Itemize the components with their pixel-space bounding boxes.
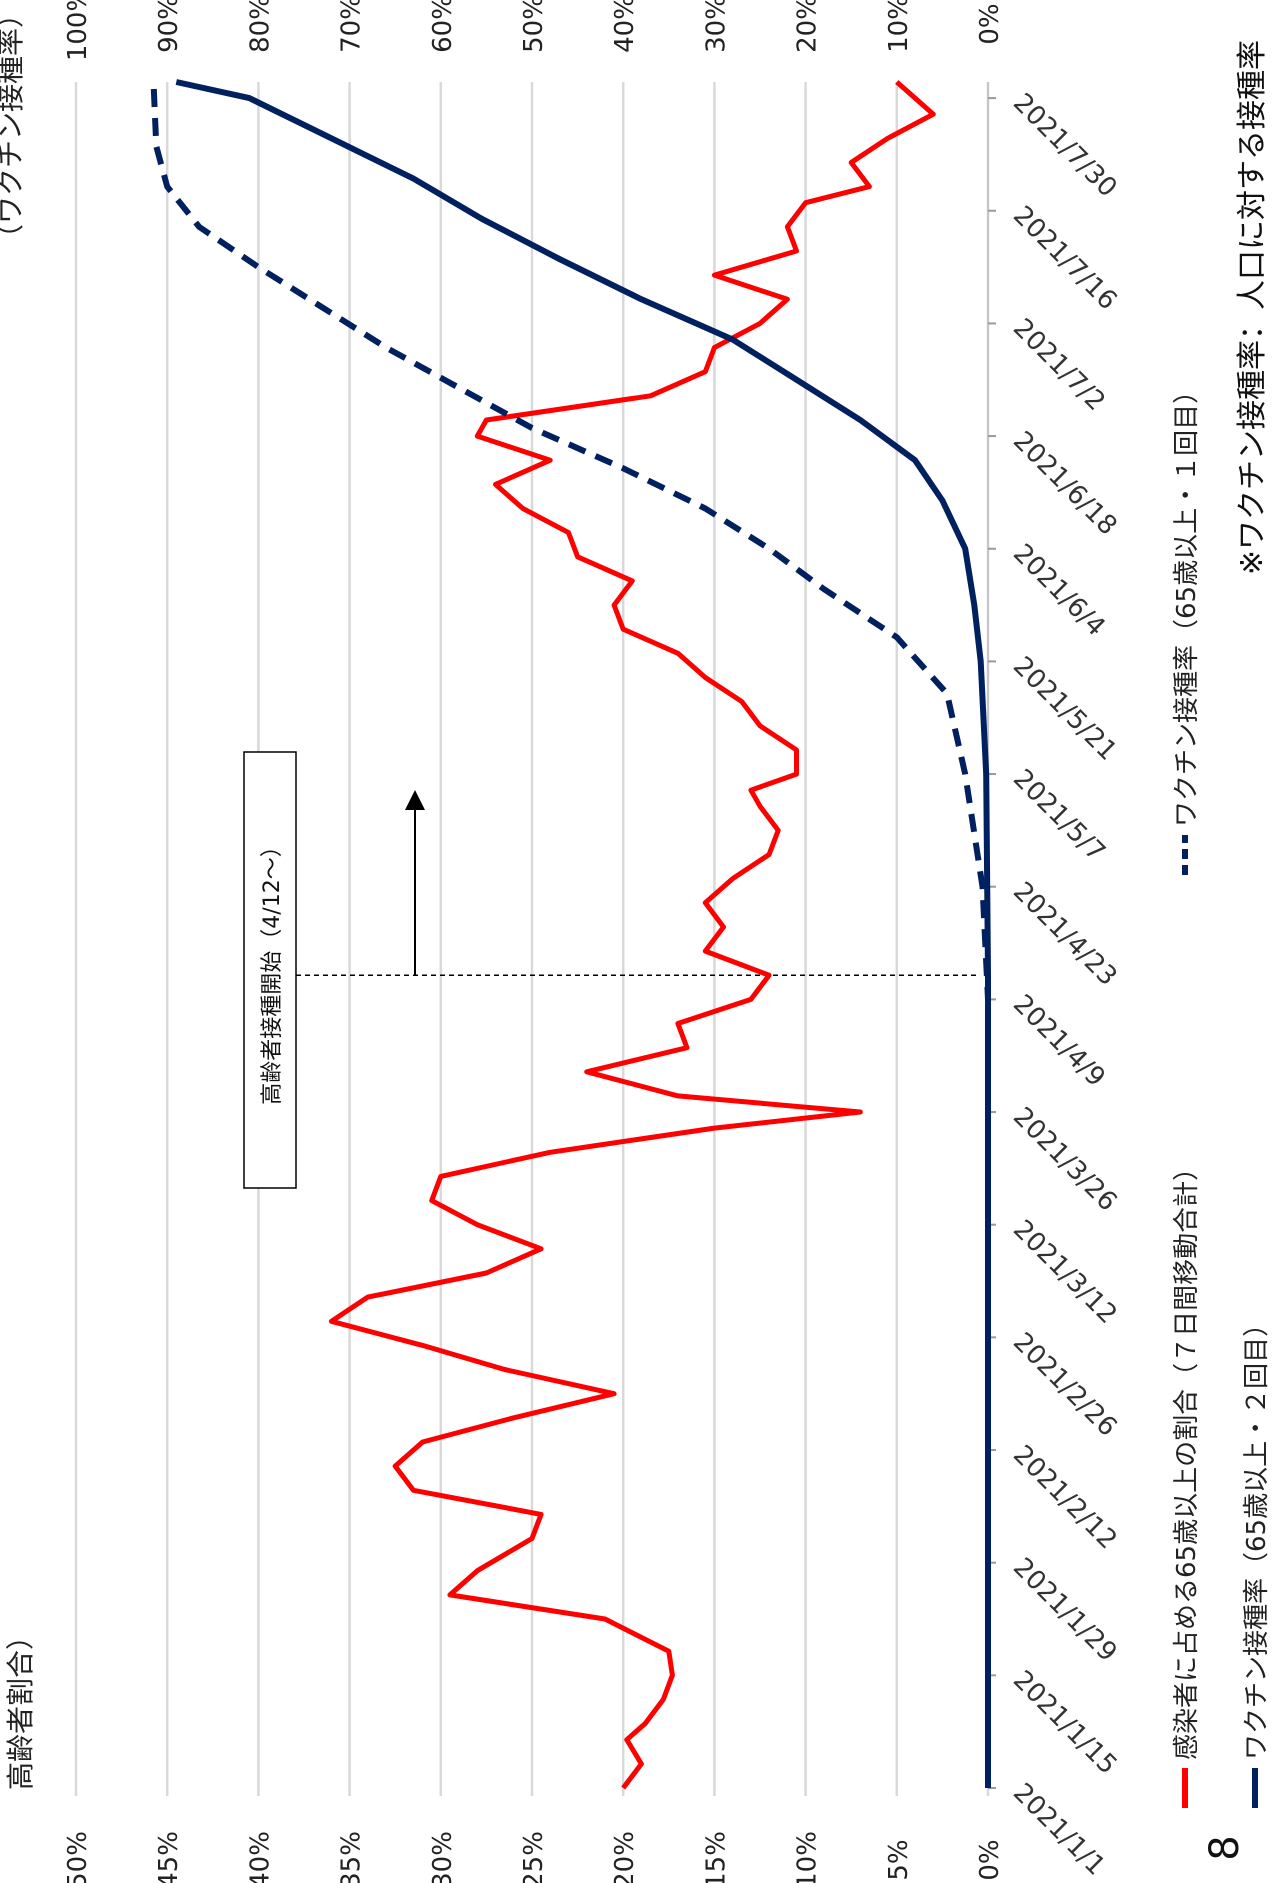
right-tick-label: 90% xyxy=(154,0,184,53)
right-tick-label: 80% xyxy=(245,0,275,53)
date-tick-label: 2021/7/16 xyxy=(1007,200,1122,315)
date-tick-label: 2021/4/9 xyxy=(1007,989,1111,1093)
right-tick-label: 100% xyxy=(63,0,93,61)
start-annotation: 高齢者接種開始（4/12〜） xyxy=(243,751,976,1189)
legend-label-1: 感染者に占める65歳以上の割合（７日間移動合計） xyxy=(1172,1155,1202,1760)
left-tick-label: 5% xyxy=(884,1839,914,1880)
footnote: ※ワクチン接種率：人口に対する接種率 xyxy=(1235,40,1270,575)
date-tick-label: 2021/4/23 xyxy=(1007,876,1122,991)
series-line-2 xyxy=(175,79,991,1788)
left-tick-label: 15% xyxy=(701,1831,731,1883)
left-tick-label: 40% xyxy=(245,1831,275,1883)
left-tick-label: 0% xyxy=(975,1839,1005,1880)
legend: 感染者に占める65歳以上の割合（７日間移動合計） ワクチン接種率（65歳以上・２回… xyxy=(1172,378,1272,1808)
left-tick-label: 10% xyxy=(793,1831,823,1883)
left-axis-ticks: 50% 45% 40% 35% 30% 25% 20% 15% 10% 5% 0% xyxy=(63,1831,1005,1883)
right-tick-label: 60% xyxy=(428,0,458,53)
right-axis-ticks: 100% 90% 80% 70% 60% 50% 40% 30% 20% 10% 0% xyxy=(63,0,1005,61)
right-tick-label: 10% xyxy=(884,0,914,53)
date-tick-label: 2021/2/26 xyxy=(1007,1327,1122,1442)
date-tick-label: 2021/1/1 xyxy=(1007,1778,1111,1882)
left-tick-label: 30% xyxy=(428,1831,458,1883)
annotation-label: 高齢者接種開始（4/12〜） xyxy=(260,835,285,1104)
series-line-1 xyxy=(328,80,936,1790)
x-axis-ticks: 2021/1/12021/1/152021/1/292021/2/122021/… xyxy=(987,82,1123,1882)
date-tick-label: 2021/5/7 xyxy=(1007,764,1111,868)
legend-label-2: ワクチン接種率（65歳以上・２回目） xyxy=(1242,1311,1272,1760)
left-tick-label: 45% xyxy=(154,1831,184,1883)
right-tick-label: 30% xyxy=(701,0,731,53)
left-tick-label: 50% xyxy=(63,1831,93,1883)
series-line-3 xyxy=(150,81,991,1788)
arrow-head-icon xyxy=(405,790,425,810)
page-number: 8 xyxy=(1202,1835,1248,1860)
date-tick-label: 2021/6/18 xyxy=(1007,426,1122,541)
date-tick-label: 2021/7/30 xyxy=(1007,88,1122,203)
right-tick-label: 50% xyxy=(519,0,549,53)
series-lines xyxy=(150,79,991,1790)
legend-label-3: ワクチン接種率（65歳以上・１回目） xyxy=(1172,378,1202,827)
date-tick-label: 2021/6/4 xyxy=(1007,538,1111,642)
date-tick-label: 2021/3/12 xyxy=(1007,1214,1122,1329)
left-axis-title: 高齢者割合） xyxy=(4,1622,37,1790)
date-tick-label: 2021/2/12 xyxy=(1007,1440,1122,1555)
date-tick-label: 2021/1/15 xyxy=(1007,1665,1122,1780)
right-tick-label: 0% xyxy=(975,3,1005,44)
date-tick-label: 2021/5/21 xyxy=(1007,651,1122,766)
date-tick-label: 2021/3/26 xyxy=(1007,1102,1122,1217)
date-tick-label: 2021/1/29 xyxy=(1007,1552,1122,1667)
left-tick-label: 35% xyxy=(337,1831,367,1883)
right-axis-title: （ワクチン接種率） xyxy=(0,0,27,252)
right-tick-label: 70% xyxy=(337,0,367,53)
left-tick-label: 20% xyxy=(610,1831,640,1883)
left-tick-label: 25% xyxy=(519,1831,549,1883)
date-tick-label: 2021/7/2 xyxy=(1007,313,1111,417)
right-tick-label: 20% xyxy=(793,0,823,53)
annotation-box xyxy=(243,751,297,1189)
right-tick-label: 40% xyxy=(610,0,640,53)
